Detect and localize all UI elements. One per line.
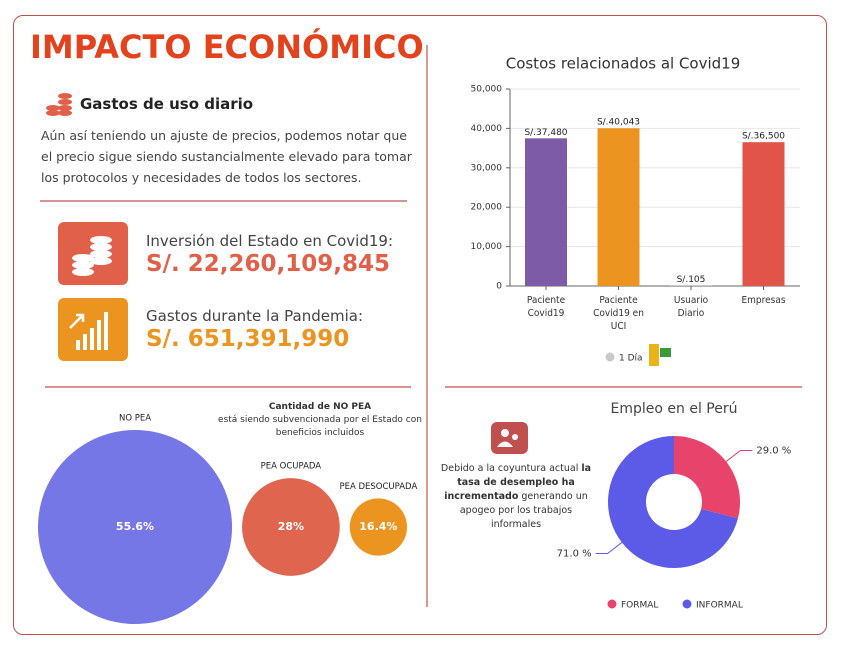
section-heading: Gastos de uso diario bbox=[80, 95, 254, 113]
value-label: 28% bbox=[278, 520, 304, 533]
y-tick-label: 10,000 bbox=[471, 242, 503, 252]
note-title: Cantidad de NO PEA bbox=[268, 402, 372, 412]
x-tick-label: Paciente Covid19 en UCI bbox=[593, 295, 644, 332]
note-text: Debido a la coyuntura actual bbox=[440, 463, 579, 474]
value-label: 71.0 % bbox=[557, 548, 592, 559]
legend-dot bbox=[605, 352, 615, 362]
legend-label: INFORMAL bbox=[696, 601, 743, 611]
y-tick-label: 20,000 bbox=[471, 203, 503, 213]
y-tick-label: 0 bbox=[496, 282, 502, 292]
bubble bbox=[349, 498, 407, 556]
section-text: Aún así teniendo un ajuste de precios, p… bbox=[41, 128, 412, 185]
x-tick-label: Usuario Diario bbox=[673, 295, 709, 319]
y-tick-label: 50,000 bbox=[471, 85, 503, 95]
value-label: 29.0 % bbox=[756, 446, 791, 457]
legend-dot bbox=[607, 599, 617, 609]
stat-value: S/. 651,391,990 bbox=[146, 326, 350, 352]
bubble-note: Cantidad de NO PEA está siendo subvencio… bbox=[210, 401, 430, 440]
donut-slice bbox=[608, 436, 738, 569]
bubble bbox=[242, 478, 340, 576]
value-label: S/.37,480 bbox=[524, 128, 567, 138]
note-bold: la tasa de desempleo ha incrementado bbox=[444, 463, 592, 502]
y-tick-label: 40,000 bbox=[471, 124, 503, 134]
value-label: S/.40,043 bbox=[597, 118, 640, 128]
bubble-label: PEA OCUPADA bbox=[261, 462, 322, 472]
value-label: S/.105 bbox=[677, 275, 706, 285]
value-label: 16.4% bbox=[359, 520, 397, 533]
stat-label: Gastos durante la Pandemia: bbox=[146, 307, 364, 325]
x-tick-label: Empresas bbox=[741, 295, 786, 306]
donut-note: Debido a la coyuntura actual la tasa de … bbox=[440, 462, 592, 532]
legend-label: 1 Día bbox=[619, 354, 643, 364]
chart-title: Empleo en el Perú bbox=[611, 401, 738, 417]
bar bbox=[525, 138, 567, 286]
stat-label: Inversión del Estado en Covid19: bbox=[146, 232, 394, 250]
bubble bbox=[38, 429, 233, 625]
card bbox=[13, 15, 827, 635]
leader-line bbox=[595, 542, 623, 554]
value-label: 55.6% bbox=[116, 520, 154, 533]
value-label: S/.36,500 bbox=[742, 132, 785, 142]
note-text: está siendo subvencionada por el Estado … bbox=[218, 415, 422, 438]
x-tick-label: Paciente Covid19 bbox=[526, 295, 566, 319]
bar bbox=[742, 142, 785, 286]
chart-title: Costos relacionados al Covid19 bbox=[506, 55, 741, 73]
leader-line bbox=[725, 450, 753, 462]
note-text: generando un apogeo por los trabajos inf… bbox=[459, 491, 588, 530]
legend-dot bbox=[682, 599, 692, 609]
stat-value: S/. 22,260,109,845 bbox=[146, 251, 390, 277]
bar bbox=[597, 128, 640, 286]
page-title: IMPACTO ECONÓMICO bbox=[30, 28, 424, 66]
bubble-label: NO PEA bbox=[119, 413, 151, 423]
donut-slice bbox=[674, 436, 740, 519]
bubble-label: PEA DESOCUPADA bbox=[339, 482, 417, 492]
y-tick-label: 30,000 bbox=[471, 163, 503, 173]
legend-label: FORMAL bbox=[621, 601, 658, 611]
